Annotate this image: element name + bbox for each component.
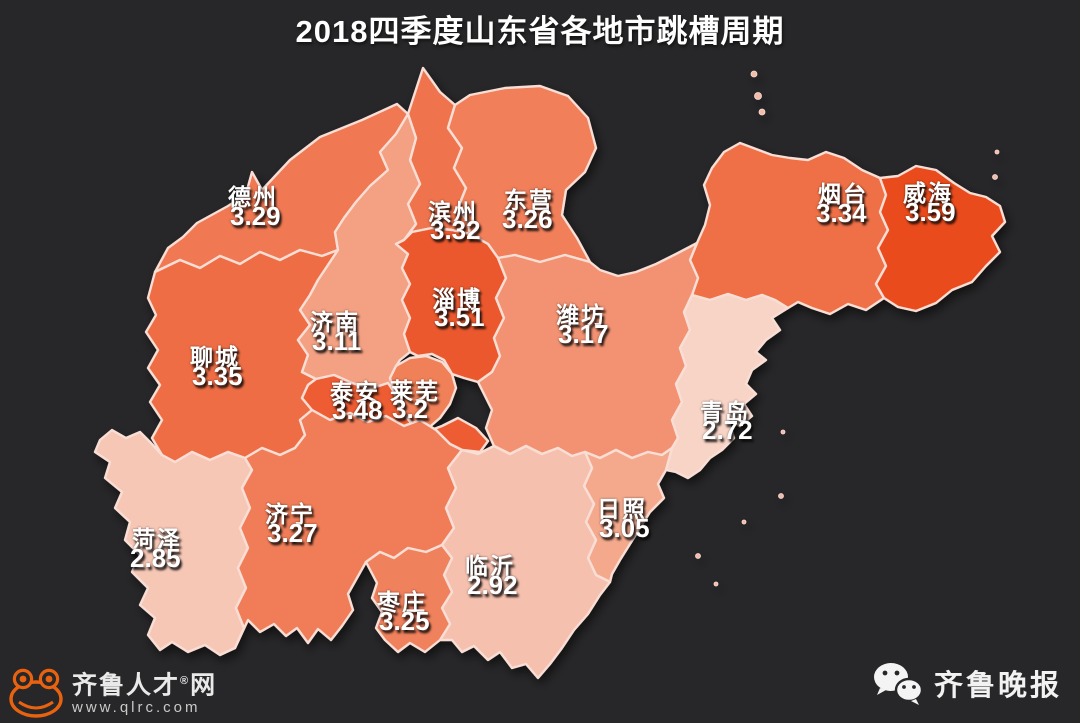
region-laiwu [388, 354, 458, 432]
wechat-icon [873, 663, 924, 705]
island [780, 429, 786, 435]
region-weifang [476, 241, 700, 460]
island [750, 70, 758, 78]
region-linyi [438, 444, 612, 680]
qlrc-brand-text: 齐鲁人才®网 [72, 671, 218, 700]
map-regions [93, 66, 1007, 680]
qilu-evening-news-block: 齐鲁晚报 [872, 661, 1062, 705]
island [758, 108, 766, 116]
island [713, 581, 719, 587]
region-heze [93, 428, 254, 657]
island [741, 519, 747, 525]
qlrc-url-text: www.qlrc.com [72, 699, 201, 717]
region-weihai [874, 164, 1007, 313]
island [754, 92, 762, 100]
island [695, 553, 701, 559]
region-zaozhuang [364, 543, 454, 654]
region-qingdao [664, 292, 790, 480]
island [992, 174, 998, 180]
qilu-evening-news-text: 齐鲁晚报 [933, 670, 1062, 702]
qlrc-logo-block: 齐鲁人才®网 www.qlrc.com [8, 667, 217, 719]
island [778, 493, 784, 499]
chart-title: 2018四季度山东省各地市跳槽周期 [295, 14, 785, 49]
island [994, 149, 1000, 155]
frog-logo-icon [9, 668, 63, 718]
region-rizhao [582, 446, 674, 584]
registered-mark: ® [180, 674, 191, 687]
region-yantai [688, 141, 890, 316]
